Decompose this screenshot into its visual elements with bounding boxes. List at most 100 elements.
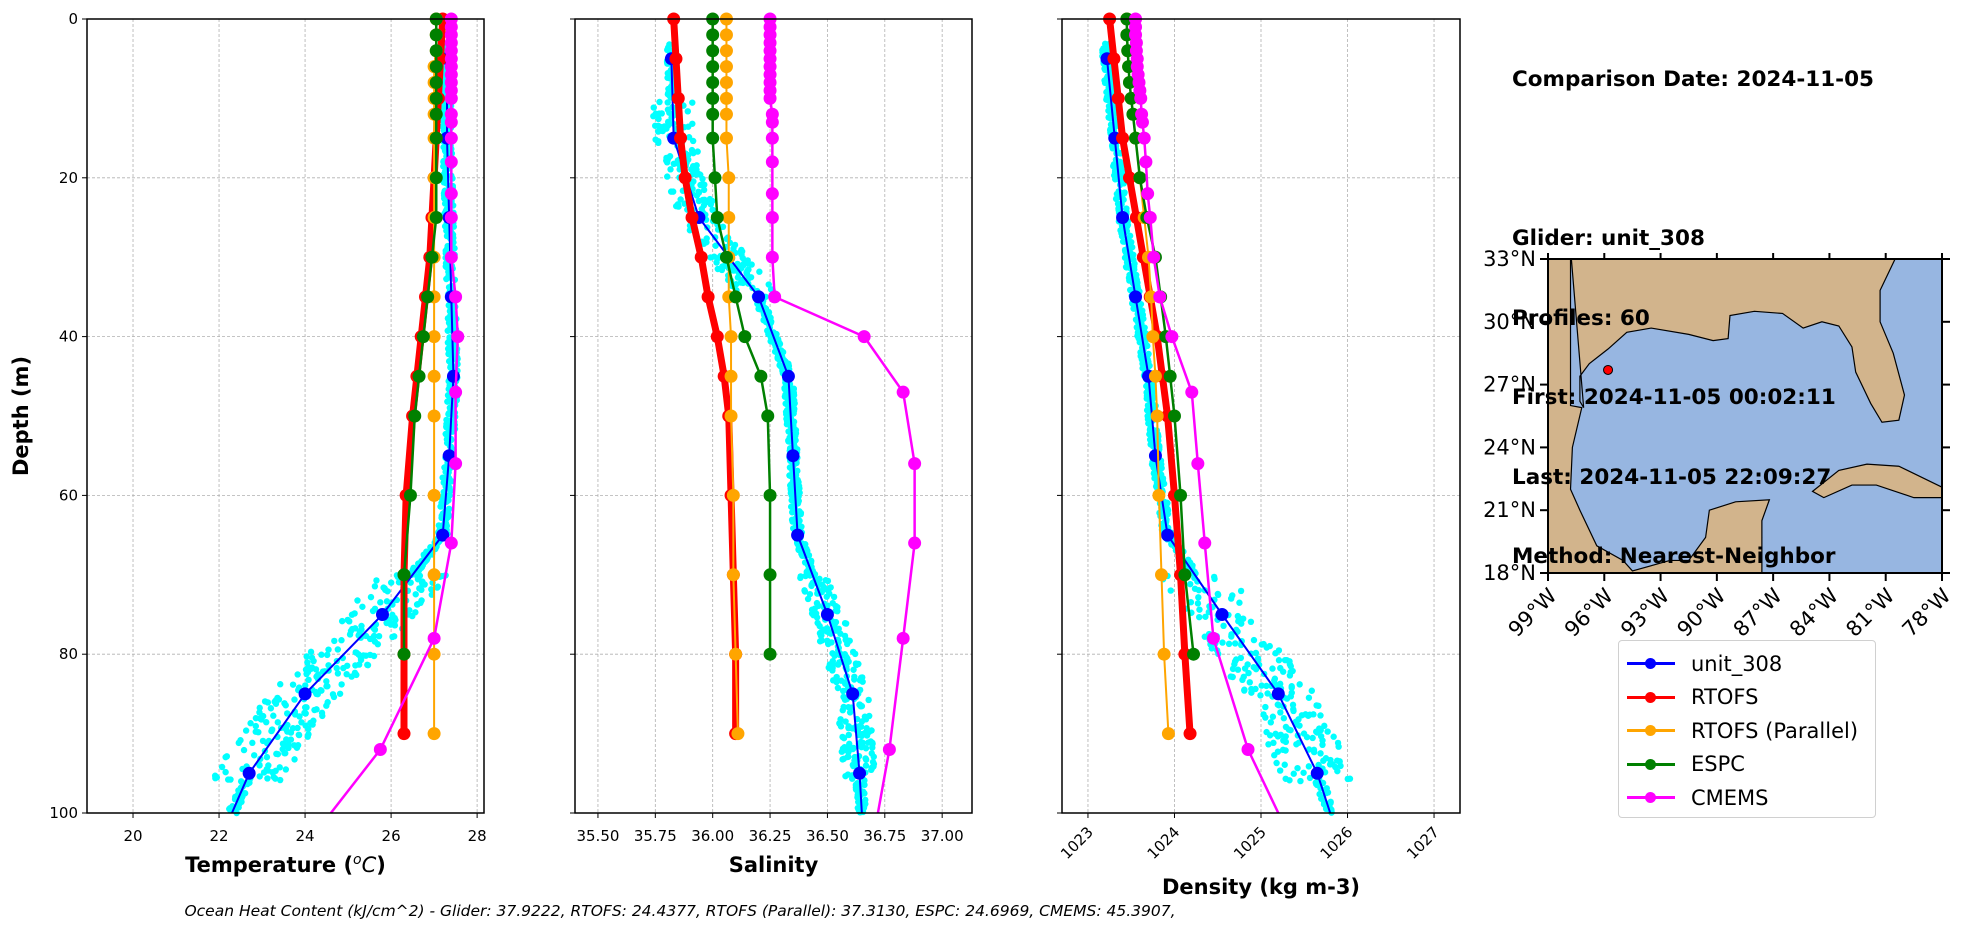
glider-scatter-point	[1130, 256, 1137, 264]
glider-scatter-point	[1214, 590, 1222, 598]
glider-scatter-point	[252, 714, 260, 722]
glider-scatter-point	[418, 586, 425, 594]
profile-panel-1: 35.50 35.75 36.00 36.25 36.50 36.75 37.00 Salin…	[570, 12, 973, 877]
glider-scatter-point	[1288, 689, 1295, 696]
glider-scatter-point	[1194, 600, 1202, 607]
glider-scatter-point	[855, 660, 862, 668]
x-tick-label: 24	[296, 827, 315, 845]
series-marker	[1191, 457, 1205, 471]
glider-scatter-point	[1305, 694, 1313, 701]
glider-scatter-point	[294, 671, 301, 678]
glider-scatter-point	[1282, 723, 1290, 731]
map-x-tick-label: 78°W	[1898, 583, 1956, 641]
glider-scatter-point	[813, 614, 821, 621]
glider-scatter-point	[785, 428, 792, 435]
glider-scatter-point	[712, 242, 719, 249]
glider-scatter-point	[211, 772, 219, 779]
glider-scatter-point	[714, 265, 721, 273]
glider-scatter-point	[862, 796, 869, 804]
glider-scatter-point	[844, 771, 852, 778]
glider-location-marker	[1603, 364, 1614, 375]
legend-label: RTOFS (Parallel)	[1691, 718, 1859, 743]
x-tick-label: 1024	[1144, 823, 1184, 863]
glider-scatter-point	[1290, 770, 1297, 777]
glider-scatter-point	[357, 653, 364, 660]
glider-scatter	[211, 39, 461, 817]
glider-scatter-point	[446, 349, 453, 357]
glider-scatter-point	[1240, 673, 1247, 680]
series-marker	[1174, 488, 1188, 502]
glider-scatter-point	[242, 727, 250, 734]
map-y-tick-label: 30°N	[1483, 310, 1536, 334]
glider-scatter-point	[1280, 715, 1288, 722]
glider-scatter-point	[788, 497, 795, 504]
glider-scatter-point	[1239, 615, 1247, 622]
glider-scatter-point	[1186, 580, 1194, 588]
glider-scatter-point	[1228, 631, 1235, 638]
glider-scatter-point	[354, 597, 361, 604]
series-marker	[429, 28, 443, 42]
glider-scatter-point	[689, 99, 696, 106]
glider-scatter-point	[247, 720, 254, 727]
glider-scatter-point	[298, 719, 305, 726]
series-marker	[710, 330, 724, 344]
glider-scatter-point	[222, 768, 229, 776]
legend-item-cmems: CMEMS	[1619, 781, 1875, 815]
glider-scatter-point	[816, 638, 824, 645]
glider-scatter-point	[827, 584, 834, 591]
series-marker	[706, 28, 720, 42]
x-tick-label: 35.50	[576, 827, 619, 845]
glider-scatter-point	[756, 268, 763, 275]
glider-scatter-point	[1196, 606, 1203, 613]
glider-scatter-point	[338, 681, 345, 688]
series-marker	[763, 647, 777, 661]
series-marker	[853, 766, 867, 780]
glider-scatter-point	[1273, 759, 1280, 767]
series-marker	[1161, 528, 1175, 542]
glider-scatter-point	[1277, 664, 1284, 672]
glider-scatter-point	[801, 587, 808, 594]
paren: )	[376, 853, 386, 877]
map-y-tick-label: 21°N	[1483, 498, 1536, 522]
series-marker	[1141, 187, 1155, 201]
glider-scatter-point	[781, 384, 788, 392]
glider-scatter-point	[1234, 666, 1242, 673]
series-marker	[1122, 171, 1136, 185]
glider-scatter-point	[1262, 703, 1269, 711]
series-marker	[397, 727, 411, 741]
x-tick-label: 1026	[1317, 823, 1357, 863]
glider-scatter-point	[666, 109, 673, 116]
glider-scatter-point	[797, 574, 804, 582]
series-marker	[429, 76, 443, 90]
x-tick-label: 22	[209, 827, 228, 845]
glider-scatter-point	[1127, 286, 1134, 294]
glider-scatter-point	[844, 753, 851, 761]
series-marker	[427, 488, 441, 502]
glider-scatter-point	[664, 74, 671, 81]
glider-scatter-point	[348, 611, 356, 618]
glider-scatter-point	[1277, 709, 1284, 716]
series-marker	[444, 211, 458, 224]
series-marker	[738, 330, 752, 344]
glider-scatter-point	[856, 701, 863, 708]
series-marker	[1152, 488, 1166, 502]
series-marker	[1133, 171, 1147, 185]
glider-scatter-point	[1292, 718, 1299, 726]
series-marker	[781, 369, 795, 383]
series-marker	[1124, 91, 1138, 105]
glider-scatter-point	[665, 90, 672, 97]
glider-scatter-point	[343, 670, 350, 678]
glider-scatter-point	[862, 762, 870, 769]
glider-scatter-point	[282, 766, 290, 773]
glider-scatter-point	[274, 750, 282, 758]
series-marker	[846, 687, 860, 701]
glider-scatter-point	[1118, 233, 1126, 240]
series-marker	[1206, 631, 1220, 645]
series-marker	[719, 250, 733, 264]
glider-scatter-point	[1282, 775, 1289, 782]
glider-scatter-point	[1309, 734, 1316, 742]
ocean	[1569, 259, 1942, 573]
series-marker	[1135, 115, 1149, 129]
glider-scatter-point	[790, 385, 797, 393]
glider-scatter-point	[655, 139, 662, 147]
